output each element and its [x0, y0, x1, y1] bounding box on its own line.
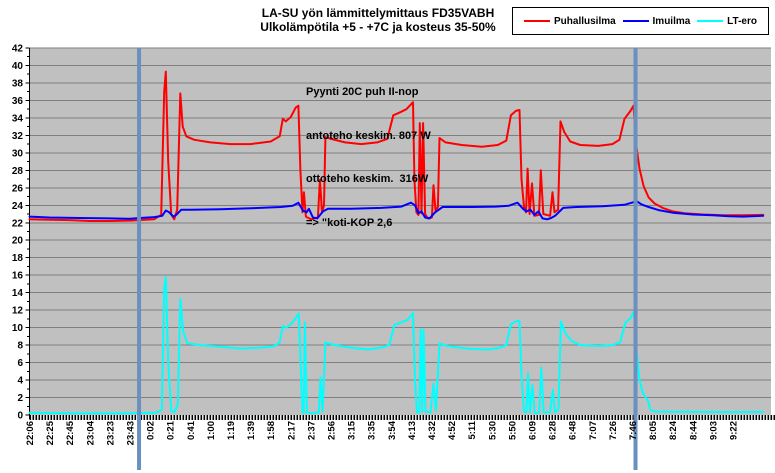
y-tick-label: 8: [17, 341, 23, 352]
x-tick-label: 5:30: [487, 421, 498, 440]
chart-title-line1: LA-SU yön lämmittelymittaus FD35VABH: [261, 6, 495, 20]
x-tick-label: 4:13: [407, 421, 418, 440]
y-tick-label: 36: [12, 96, 24, 107]
x-tick-label: 9:22: [729, 421, 740, 440]
legend-label: Puhallusilma: [554, 15, 616, 27]
y-tick-label: 26: [12, 183, 24, 194]
x-tick-label: 6:09: [528, 421, 539, 440]
x-tick-label: 23:04: [85, 420, 96, 445]
x-tick-label: 3:35: [367, 420, 378, 440]
y-tick-label: 4: [17, 376, 23, 387]
y-tick-label: 14: [12, 288, 24, 299]
x-tick-label: 22:25: [45, 420, 56, 445]
y-tick-label: 6: [17, 358, 23, 369]
x-tick-label: 22:06: [25, 421, 36, 445]
x-tick-label: 4:32: [427, 421, 438, 440]
x-tick-label: 1:19: [226, 421, 237, 440]
x-tick-label: 6:48: [568, 421, 579, 440]
y-tick-label: 12: [12, 306, 24, 317]
legend-label: Imuilma: [652, 15, 691, 27]
x-tick-label: 5:50: [507, 421, 518, 440]
y-tick-label: 2: [17, 393, 23, 404]
x-tick-label: 0:02: [146, 421, 157, 440]
x-tick-label: 1:39: [246, 421, 257, 440]
y-tick-label: 0: [17, 411, 23, 422]
series-lt-ero: [28, 275, 765, 415]
x-tick-label: 8:44: [688, 420, 699, 440]
x-tick-label: 7:07: [588, 421, 599, 440]
y-tick-label: 24: [12, 201, 24, 212]
annotation-line-input-power: ottoteho keskim. 316W: [306, 173, 429, 185]
legend-line-swatch-red: [524, 20, 550, 22]
x-tick-label: 7:26: [608, 421, 619, 440]
chart-title: LA-SU yön lämmittelymittaus FD35VABH Ulk…: [103, 6, 653, 34]
legend-box: Puhallusilma Imuilma LT-ero: [512, 7, 769, 35]
x-tick-label: 23:23: [105, 421, 116, 445]
x-tick-label: 2:56: [327, 421, 338, 440]
y-tick-label: 18: [12, 253, 24, 264]
y-tick-label: 20: [12, 236, 24, 247]
legend-item-lt-ero: LT-ero: [697, 16, 757, 27]
annotation-line-setpoint: Pyynti 20C puh II-nop: [306, 86, 419, 98]
x-tick-label: 6:28: [548, 421, 559, 440]
legend-label: LT-ero: [727, 15, 757, 27]
y-tick-label: 22: [12, 218, 24, 229]
plot-area: [29, 48, 771, 415]
annotation-line-cop: => "koti-KOP 2,6: [306, 216, 393, 229]
x-tick-label: 1:00: [206, 421, 217, 440]
x-tick-label: 3:15: [347, 420, 358, 440]
x-tick-label: 2:17: [286, 421, 297, 440]
legend-line-swatch-cyan: [697, 20, 724, 22]
x-tick-label: 5:11: [467, 420, 478, 439]
x-tick-label: 2:37: [306, 421, 317, 440]
x-tick-label: 1:58: [266, 421, 277, 440]
x-tick-label: 8:24: [668, 420, 679, 440]
x-tick-label: 9:03: [708, 421, 719, 440]
x-tick-label: 22:45: [65, 420, 76, 445]
x-tick-label: 7:46: [628, 421, 639, 440]
y-tick-label: 10: [12, 323, 24, 334]
x-tick-label: 0:41: [186, 420, 197, 440]
y-tick-label: 32: [12, 131, 24, 142]
x-tick-label: 4:52: [447, 421, 458, 440]
annotation-line-output-power: antoteho keskim. 807 W: [306, 129, 431, 142]
x-tick-label: 3:54: [387, 420, 398, 440]
y-tick-label: 16: [12, 271, 24, 282]
y-tick-label: 40: [12, 61, 24, 72]
chart-title-line2: Ulkolämpötila +5 - +7C ja kosteus 35-50%: [260, 20, 496, 34]
y-tick-label: 30: [12, 148, 24, 159]
series-puhallusilma: [28, 70, 765, 222]
x-tick-label: 0:21: [166, 420, 177, 440]
series-imuilma: [28, 199, 765, 221]
y-tick-label: 38: [12, 78, 24, 89]
y-tick-label: 34: [12, 113, 24, 124]
y-tick-label: 28: [12, 166, 24, 177]
legend-line-swatch-blue: [622, 20, 649, 22]
y-tick-label: 42: [12, 44, 24, 55]
x-tick-label: 8:05: [648, 420, 659, 440]
x-tick-label: 23:43: [126, 421, 137, 445]
measurement-annotation: Pyynti 20C puh II-nop antoteho keskim. 8…: [306, 56, 431, 259]
legend-item-puhallusilma: Puhallusilma: [524, 16, 616, 27]
legend-item-imuilma: Imuilma: [622, 15, 691, 27]
